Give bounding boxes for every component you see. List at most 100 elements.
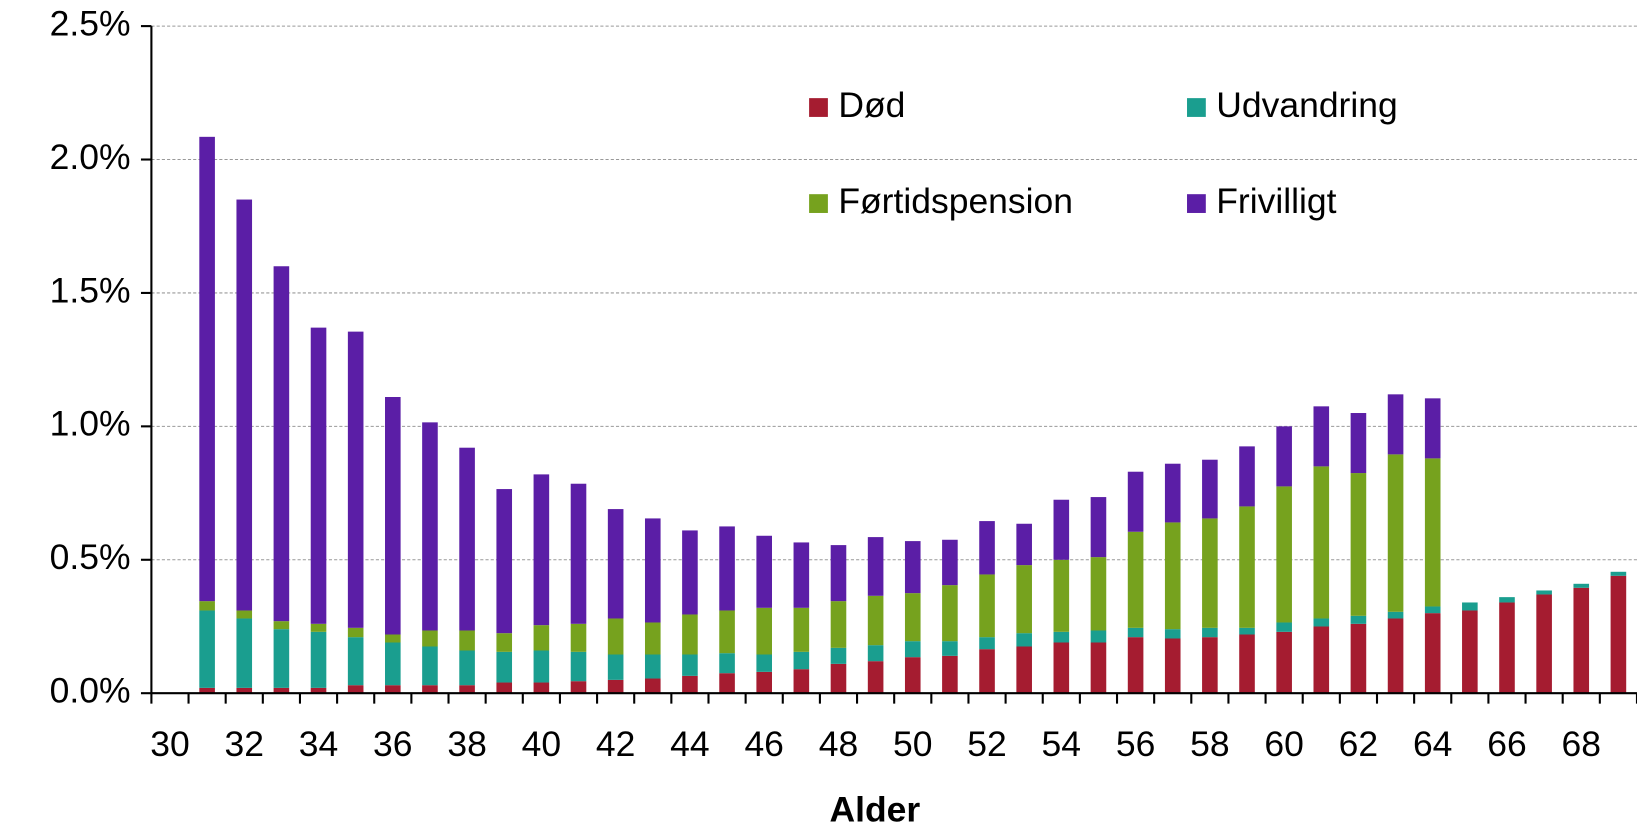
legend-swatch: [1187, 194, 1206, 213]
bar-segment: [1610, 571, 1627, 576]
bar-segment: [570, 651, 587, 682]
bar-segment: [273, 266, 290, 622]
x-tick-label: 46: [744, 724, 783, 764]
bar-segment: [347, 637, 364, 686]
bar-segment: [385, 642, 401, 686]
bar-segment: [199, 601, 215, 611]
bar-segment: [1276, 426, 1292, 487]
bar-segment: [310, 327, 327, 624]
x-axis-title: Alder: [830, 790, 921, 830]
bar-segment: [459, 650, 475, 686]
bar-segment: [1127, 471, 1144, 532]
bar-segment: [236, 199, 253, 611]
bar-segment: [385, 397, 401, 635]
bar-segment: [682, 654, 698, 676]
bar-segment: [607, 679, 624, 694]
bar-segment: [607, 654, 624, 680]
bar-segment: [1202, 637, 1218, 694]
bar-segment: [644, 622, 661, 655]
bar-segment: [830, 601, 847, 648]
bar-segment: [1276, 622, 1292, 632]
bar-segment: [1164, 629, 1181, 639]
bar-segment: [1536, 594, 1552, 694]
bar-segment: [1573, 583, 1590, 588]
x-tick-label: 34: [299, 724, 338, 764]
bar-segment: [1164, 463, 1181, 523]
bar-segment: [1462, 602, 1478, 611]
bar-segment: [496, 682, 513, 694]
bar-segment: [1053, 559, 1070, 632]
bar-segment: [1350, 615, 1367, 624]
bar-segment: [1239, 634, 1255, 694]
bar-segment: [1387, 618, 1404, 694]
bar-segment: [867, 537, 884, 596]
bar-segment: [199, 136, 215, 602]
bar-segment: [719, 653, 735, 674]
bar-segment: [236, 687, 253, 694]
bar-segment: [1424, 398, 1441, 459]
bar-segment: [1610, 575, 1627, 694]
bar-segment: [904, 641, 921, 658]
bar-segment: [1313, 618, 1330, 627]
bar-segment: [1016, 646, 1032, 694]
bar-segment: [496, 489, 513, 634]
bar-segment: [1202, 459, 1218, 519]
bar-segment: [273, 687, 290, 694]
bar-segment: [644, 654, 661, 679]
bar-segment: [1053, 642, 1070, 694]
bar-segment: [1313, 466, 1330, 619]
bar-segment: [1239, 627, 1255, 635]
bar-segment: [1499, 597, 1515, 603]
y-tick-label: 2.5%: [50, 3, 131, 43]
bar-segment: [830, 545, 847, 602]
bar-segment: [1090, 497, 1107, 558]
x-tick-label: 48: [819, 724, 858, 764]
bar-segment: [1053, 499, 1070, 560]
bar-segment: [1276, 631, 1292, 694]
bar-segment: [570, 681, 587, 694]
x-tick-label: 44: [670, 724, 709, 764]
x-tick-label: 54: [1042, 724, 1081, 764]
bar-segment: [1350, 473, 1367, 616]
bar-segment: [1573, 587, 1590, 694]
y-tick-label: 0.0%: [50, 671, 131, 711]
bar-segment: [236, 618, 253, 688]
bar-segment: [904, 593, 921, 642]
legend-swatch: [809, 194, 828, 213]
y-tick-label: 2.0%: [50, 137, 131, 177]
bar-segment: [979, 649, 995, 694]
bar-segment: [644, 678, 661, 694]
bar-segment: [1202, 627, 1218, 638]
bar-segment: [459, 685, 475, 694]
x-tick-label: 68: [1562, 724, 1601, 764]
bar-segment: [607, 509, 624, 619]
bar-segment: [199, 610, 215, 688]
bar-segment: [1350, 413, 1367, 474]
bar-segment: [942, 641, 958, 656]
x-tick-label: 32: [225, 724, 264, 764]
bar-segment: [756, 654, 772, 672]
bar-segment: [1313, 406, 1330, 467]
bar-segment: [310, 623, 327, 632]
x-tick-label: 60: [1264, 724, 1303, 764]
legend-label: Udvandring: [1216, 85, 1397, 125]
legend-label: Frivilligt: [1216, 181, 1336, 221]
bar-segment: [422, 630, 438, 647]
bar-segment: [904, 541, 921, 594]
bar-segment: [719, 526, 735, 611]
bar-segment: [1016, 565, 1032, 634]
legend-swatch: [809, 98, 828, 117]
bar-segment: [310, 631, 327, 688]
bar-segment: [719, 673, 735, 694]
bar-segment: [533, 682, 550, 694]
bar-segment: [682, 614, 698, 655]
bar-segment: [496, 651, 513, 683]
bar-segment: [1313, 626, 1330, 694]
bar-segment: [979, 521, 995, 575]
bar-segment: [533, 650, 550, 683]
x-tick-label: 36: [373, 724, 412, 764]
bar-segment: [1090, 630, 1107, 643]
bar-segment: [273, 621, 290, 630]
